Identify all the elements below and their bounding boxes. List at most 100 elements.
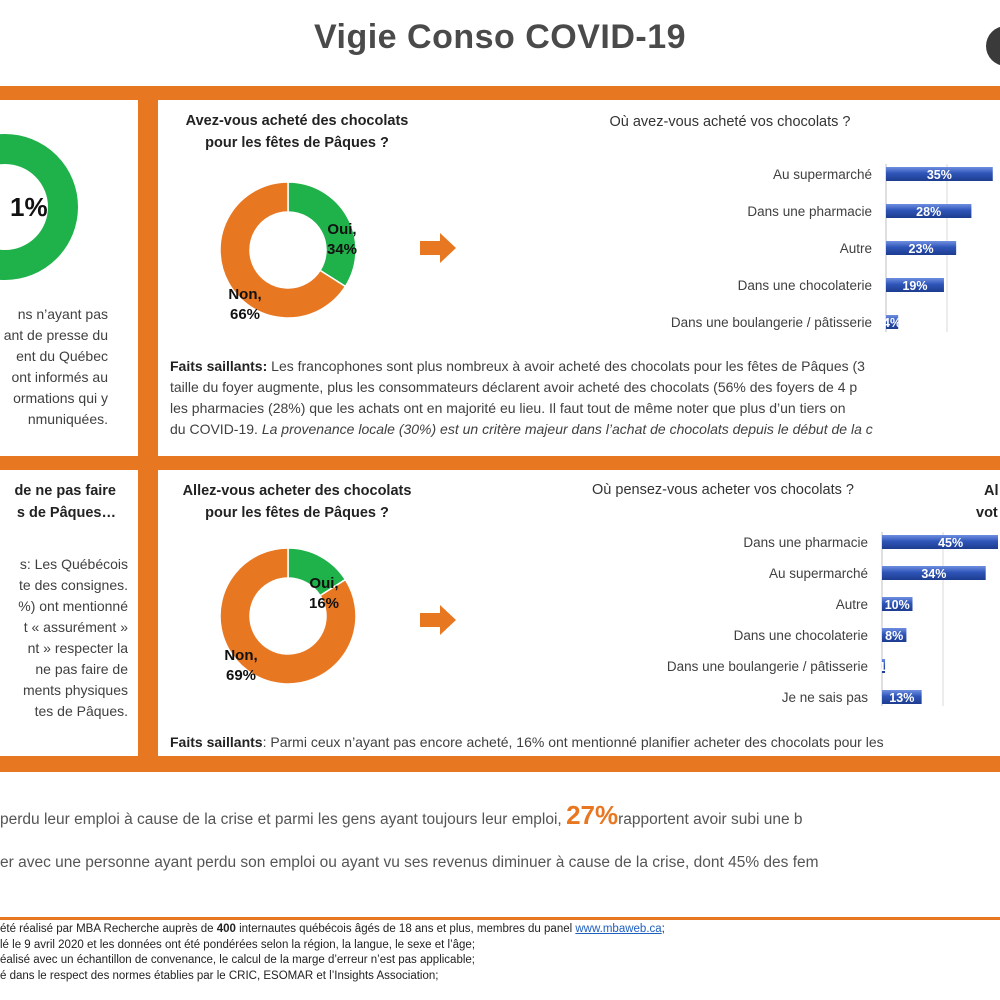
panel-will-buy: Allez-vous acheter des chocolats pour le… <box>158 470 1000 756</box>
bar <box>882 690 922 704</box>
faits-text: : Parmi ceux n’ayant pas encore acheté, … <box>262 734 884 750</box>
left-panel-2-title-line-2: s de Pâques… <box>16 505 116 521</box>
cut-question-line-2: vot <box>976 505 998 521</box>
arrow-right-icon <box>420 605 456 635</box>
chart-title-where-plan: Où pensez-vous acheter vos chocolats ? <box>592 482 854 498</box>
category-label: Dans une chocolaterie <box>734 628 868 643</box>
category-label: Dans une boulangerie / pâtisserie <box>667 659 868 674</box>
bar-value-label: 13% <box>889 691 914 705</box>
note-2: lé le 9 avril 2020 et les données ont ét… <box>0 938 476 951</box>
donut-label-no: Non, <box>224 647 257 664</box>
category-label: Dans une chocolaterie <box>738 278 872 293</box>
left-panel-2-title: de ne pas faire s de Pâques… <box>14 480 116 524</box>
faits-label: Faits saillants: <box>170 358 268 374</box>
donut-value-no: 66% <box>230 306 260 323</box>
left-panel-line-3: ent du Québec <box>16 348 108 364</box>
bar-value-label: 10% <box>885 598 910 612</box>
bar <box>882 597 913 611</box>
bar-value-label: 1% <box>879 660 897 674</box>
faits-line-1: Les francophones sont plus nombreux à av… <box>267 358 865 374</box>
category-label: Autre <box>836 597 868 612</box>
left-panel-2-line-5: nt » respecter la <box>27 640 128 656</box>
question-line-2: pour les fêtes de Pâques ? <box>205 505 389 521</box>
question-line-1: Avez-vous acheté des chocolats <box>185 113 409 129</box>
left-panel-2-line-4: t « assurément » <box>23 619 128 635</box>
bar <box>882 566 986 580</box>
category-label: Dans une boulangerie / pâtisserie <box>671 315 872 330</box>
left-panel-line-6: nmuniquées. <box>27 411 108 427</box>
left-panel-text: ns n’ayant pas ant de presse du ent du Qué… <box>4 304 108 430</box>
cut-question-right: Al vot <box>976 480 999 524</box>
donut-value-yes: 16% <box>309 595 339 612</box>
bar <box>886 204 972 218</box>
cut-question-line-1: Al <box>984 483 999 499</box>
bar-value-label: 34% <box>921 567 946 581</box>
bar <box>886 278 944 292</box>
category-label: Au supermarché <box>769 566 868 581</box>
faits-line-3: les pharmacies (28%) que les achats ont … <box>170 400 846 416</box>
stat-line-1-end: rapportent avoir subi une b <box>618 811 803 828</box>
left-panel-2-title-line-1: de ne pas faire <box>14 483 116 499</box>
note-1b: internautes québécois âgés de 18 ans et … <box>235 923 576 935</box>
category-label: Dans une pharmacie <box>743 535 868 550</box>
question-line-1: Allez-vous acheter des chocolats <box>182 483 412 499</box>
left-panel-line-5: ormations qui y <box>13 390 108 406</box>
faits-saillants-bottom: Faits saillants: Parmi ceux n’ayant pas … <box>170 732 884 753</box>
bar-value-label: 45% <box>938 536 963 550</box>
faits-label: Faits saillants <box>170 734 263 750</box>
bar-value-label: 19% <box>902 279 927 293</box>
left-panel-2-line-3: %) ont mentionné <box>18 598 128 614</box>
bar-value-label: 23% <box>909 242 934 256</box>
bar-value-label: 28% <box>916 205 941 219</box>
note-1a: été réalisé par MBA Recherche auprès de <box>0 923 217 935</box>
donut-value-no: 69% <box>226 667 256 684</box>
arrow-right-icon <box>420 233 456 263</box>
question-purchased: Avez-vous acheté des chocolats pour les … <box>158 110 436 154</box>
note-4: é dans le respect des normes établies pa… <box>0 969 439 982</box>
left-donut-chart: 1% <box>0 134 78 280</box>
note-1c: ; <box>661 923 665 935</box>
stat-line-1: perdu leur emploi à cause de la crise et… <box>0 800 803 831</box>
note-3: éalisé avec un échantillon de convenance… <box>0 954 475 966</box>
faits-italic: La provenance locale (30%) est un critèr… <box>261 421 873 437</box>
left-donut-ring <box>0 134 78 280</box>
bar <box>886 167 993 181</box>
stat-line-1-text: perdu leur emploi à cause de la crise et… <box>0 811 562 828</box>
divider <box>0 917 1000 920</box>
left-donut-label: 1% <box>10 192 48 222</box>
left-panel-bottom: de ne pas faire s de Pâques… s: Les Québé… <box>0 470 138 756</box>
question-will-buy: Allez-vous acheter des chocolats pour le… <box>158 480 436 524</box>
donut-value-yes: 34% <box>327 241 357 258</box>
bar-value-label: 35% <box>927 168 952 182</box>
bar-value-label: 8% <box>885 629 903 643</box>
bar <box>886 315 899 329</box>
panel-purchased: Avez-vous acheté des chocolats pour les … <box>158 100 1000 456</box>
question-line-2: pour les fêtes de Pâques ? <box>205 135 389 151</box>
bar-chart-where-plan: Dans une pharmacie 45% Au supermarché 34% Au… <box>667 532 998 706</box>
donut-slice-no <box>219 181 347 319</box>
left-panel-line-2: ant de presse du <box>3 327 108 343</box>
stat-highlight: 27% <box>566 800 619 830</box>
left-panel-2-line-6: ne pas faire de <box>35 661 128 677</box>
category-label: Dans une pharmacie <box>747 204 872 219</box>
bar <box>882 659 886 673</box>
page-title: Vigie Conso COVID-19 <box>313 18 687 56</box>
donut-purchased: Oui, 34% Non, 66% <box>219 181 357 323</box>
chart-title-where-bought: Où avez-vous acheté vos chocolats ? <box>609 114 851 130</box>
mbaweb-link[interactable]: www.mbaweb.ca <box>575 923 662 935</box>
left-panel-2-line-7: ments physiques <box>22 682 128 698</box>
faits-line-2: taille du foyer augmente, plus les conso… <box>170 379 858 395</box>
donut-slice-no <box>219 547 357 685</box>
left-panel-2-line-8: tes de Pâques. <box>34 703 128 719</box>
logo-icon <box>986 26 1000 66</box>
left-panel-2-line-2: te des consignes. <box>19 577 128 593</box>
bar-value-label: 4% <box>883 316 901 330</box>
donut-slice-yes <box>287 181 357 288</box>
left-panel-line-4: ont informés au <box>11 369 109 385</box>
bar <box>886 241 957 255</box>
note-1-bold: 400 <box>216 923 236 935</box>
faits-saillants-top: Faits saillants: Les francophones sont p… <box>170 356 873 440</box>
left-panel-top: 1% ns n’ayant pas ant de presse du ent du … <box>0 100 138 456</box>
category-label: Au supermarché <box>773 167 872 182</box>
bar <box>882 535 998 549</box>
